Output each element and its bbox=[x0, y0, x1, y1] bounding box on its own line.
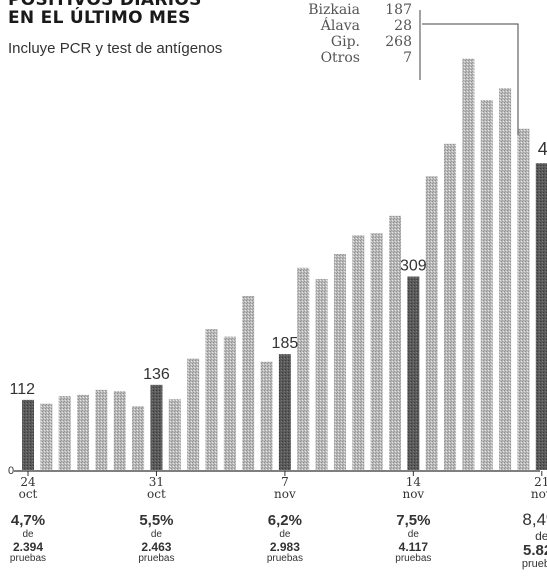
bar bbox=[278, 354, 291, 470]
breakdown-value: 7 bbox=[403, 50, 412, 66]
bar bbox=[535, 163, 547, 470]
bar bbox=[425, 176, 438, 470]
title-line-2: EN EL ÚLTIMO MES bbox=[8, 8, 191, 28]
breakdown-label: Otros bbox=[320, 50, 360, 66]
x-tick-label: 24 bbox=[20, 475, 36, 489]
x-tick-label: nov bbox=[402, 487, 424, 501]
bar bbox=[95, 389, 108, 470]
x-tick-label: 14 bbox=[406, 475, 422, 489]
bar bbox=[444, 143, 457, 470]
positivity-rate: 6,2% bbox=[267, 512, 302, 529]
value-label: 185 bbox=[272, 335, 299, 352]
bar bbox=[480, 99, 493, 470]
positivity-de: de bbox=[150, 529, 162, 540]
tests-word: pruebas bbox=[9, 553, 47, 564]
value-label: 309 bbox=[400, 258, 427, 275]
tests-count: 2.983 bbox=[269, 540, 300, 554]
bar bbox=[113, 391, 126, 470]
breakdown-label: Gip. bbox=[330, 34, 360, 50]
x-tick-label: nov bbox=[531, 487, 547, 501]
positivity-de: de bbox=[22, 529, 34, 540]
tests-word: pruebas bbox=[395, 553, 432, 564]
positivity-de: de bbox=[535, 529, 547, 543]
bar bbox=[58, 396, 71, 470]
positivity-rate: 4,7% bbox=[10, 512, 46, 529]
province-breakdown: Bizkaia 187 Álava 28 Gip. 268 Otros 7 bbox=[300, 2, 412, 66]
bar bbox=[40, 403, 53, 470]
tests-count: 2.394 bbox=[12, 540, 44, 554]
bar bbox=[77, 394, 90, 470]
tests-count: 2.463 bbox=[141, 540, 172, 554]
bar bbox=[187, 358, 200, 470]
x-tick-label: 7 bbox=[281, 475, 289, 489]
x-tick-label: oct bbox=[147, 487, 166, 501]
bar bbox=[260, 361, 273, 470]
title-line-1: POSITIVOS DIARIOS bbox=[8, 0, 202, 10]
positivity-de: de bbox=[279, 529, 291, 540]
positivity-block: 6,2% de 2.983 pruebas bbox=[255, 513, 315, 564]
y-zero-label: 0 bbox=[8, 465, 14, 477]
bar bbox=[205, 329, 218, 470]
breakdown-value: 268 bbox=[385, 34, 412, 50]
bar bbox=[242, 295, 255, 470]
positivity-rate: 8,4% bbox=[522, 510, 547, 529]
positivity-block: 5,5% de 2.463 pruebas bbox=[126, 513, 186, 564]
chart-title: POSITIVOS DIARIOS EN EL ÚLTIMO MES bbox=[8, 0, 202, 27]
breakdown-row-otros: Otros 7 bbox=[300, 50, 412, 66]
bar bbox=[389, 215, 401, 470]
bar bbox=[223, 336, 236, 470]
value-label: 112 bbox=[9, 381, 35, 398]
bar bbox=[352, 235, 365, 470]
positivity-block: 7,5% de 4.117 pruebas bbox=[383, 513, 443, 564]
bar bbox=[517, 128, 530, 471]
positivity-de: de bbox=[407, 529, 419, 540]
breakdown-row-alava: Álava 28 bbox=[300, 18, 412, 34]
positivity-block: 4,7% de 2.394 pruebas bbox=[0, 513, 58, 564]
bar bbox=[499, 88, 512, 470]
bar bbox=[168, 399, 181, 470]
tests-count: 4.117 bbox=[398, 540, 429, 554]
bar bbox=[315, 279, 328, 470]
breakdown-row-gipuzkoa: Gip. 268 bbox=[300, 34, 412, 50]
breakdown-label: Bizkaia bbox=[308, 2, 360, 18]
tests-word: pruebas bbox=[138, 553, 175, 564]
bar bbox=[462, 58, 475, 471]
breakdown-label: Álava bbox=[320, 18, 360, 34]
bar bbox=[297, 267, 310, 470]
positivity-rate: 5,5% bbox=[139, 512, 174, 529]
bar bbox=[333, 254, 346, 470]
positivity-block: 8,4%de5.821pruebas bbox=[512, 511, 547, 570]
breakdown-row-bizkaia: Bizkaia 187 bbox=[300, 2, 412, 18]
breakdown-value: 187 bbox=[385, 2, 412, 18]
bar bbox=[407, 276, 420, 470]
x-tick-label: 31 bbox=[149, 475, 164, 489]
x-tick-label: oct bbox=[19, 487, 38, 501]
x-tick-label: 21 bbox=[534, 475, 547, 489]
tests-count: 5.821 bbox=[523, 542, 547, 559]
bar bbox=[370, 233, 383, 470]
bar bbox=[22, 399, 34, 470]
positivity-rate: 7,5% bbox=[396, 512, 431, 529]
x-tick-label: nov bbox=[274, 487, 296, 501]
breakdown-value: 28 bbox=[394, 18, 412, 34]
bar bbox=[150, 384, 163, 470]
chart-subtitle: Incluye PCR y test de antígenos bbox=[8, 40, 223, 57]
value-label: 490 bbox=[538, 139, 547, 159]
breakdown-connector bbox=[422, 23, 519, 136]
tests-word: pruebas bbox=[266, 553, 303, 564]
value-label: 136 bbox=[143, 366, 170, 383]
bar bbox=[132, 406, 145, 470]
tests-word: pruebas bbox=[521, 558, 547, 570]
